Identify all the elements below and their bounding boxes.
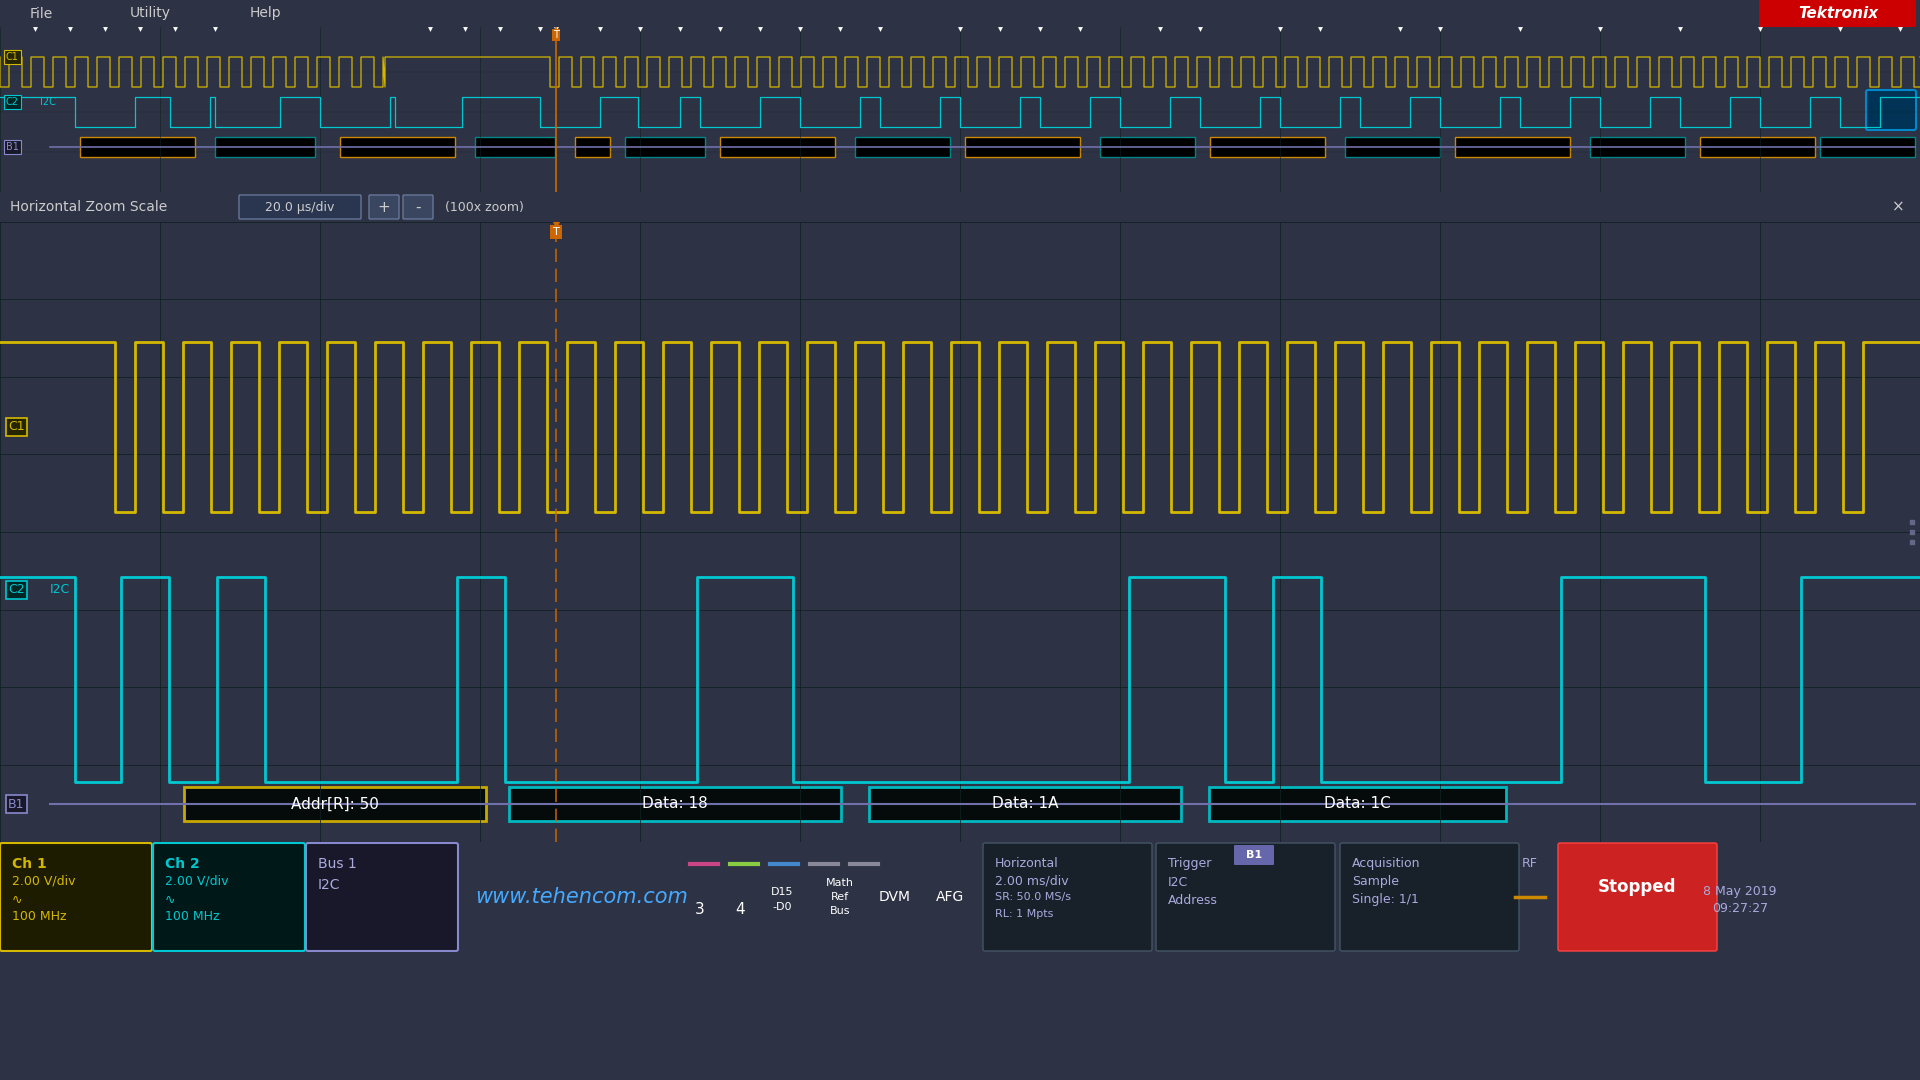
Text: DVM: DVM [879,890,910,904]
Bar [626,137,705,157]
Text: B1: B1 [8,797,25,810]
Bar [1699,137,1814,157]
Text: 20.0 μs/div: 20.0 μs/div [265,201,334,214]
Bar [720,137,835,157]
Text: C2: C2 [8,583,25,596]
Text: Ch 1: Ch 1 [12,858,46,870]
Bar [1455,137,1571,157]
Bar [1820,137,1914,157]
Text: Help: Help [250,6,282,21]
Text: File: File [31,6,54,21]
Text: (100x zoom): (100x zoom) [445,201,524,214]
Text: +: + [378,200,390,215]
Text: SR: 50.0 MS/s: SR: 50.0 MS/s [995,892,1071,902]
Bar [854,137,950,157]
Bar [474,137,555,157]
Text: C1: C1 [8,420,25,433]
Text: C1: C1 [6,52,19,62]
Text: -: - [415,200,420,215]
Text: 2.00 ms/div: 2.00 ms/div [995,874,1069,887]
Text: B1: B1 [1246,850,1261,860]
Text: Horizontal: Horizontal [995,858,1058,870]
Text: 09:27:27: 09:27:27 [1713,903,1768,916]
FancyBboxPatch shape [369,195,399,219]
Text: I2C: I2C [319,878,340,892]
Text: Address: Address [1167,894,1217,907]
Text: 2.00 V/div: 2.00 V/div [12,874,75,887]
Text: Utility: Utility [131,6,171,21]
Text: 100 MHz: 100 MHz [12,910,67,923]
Text: www.tehencom.com: www.tehencom.com [474,887,687,907]
Text: ∿: ∿ [165,894,175,907]
FancyBboxPatch shape [1866,90,1916,130]
Text: 3: 3 [695,902,705,917]
Bar [1590,137,1686,157]
Text: Ref: Ref [831,892,849,902]
Text: Stopped: Stopped [1597,878,1676,896]
Text: 100 MHz: 100 MHz [165,910,219,923]
FancyBboxPatch shape [403,195,434,219]
Text: 2.00 V/div: 2.00 V/div [165,874,228,887]
Text: Ch 2: Ch 2 [165,858,200,870]
FancyBboxPatch shape [1235,845,1275,865]
Text: I2C: I2C [1167,876,1188,889]
Text: Tektronix: Tektronix [1797,6,1878,21]
Text: Math: Math [826,878,854,888]
Bar [1346,137,1440,157]
Text: Trigger: Trigger [1167,858,1212,870]
Text: Bus: Bus [829,906,851,916]
Text: I2C: I2C [50,583,71,596]
Text: Horizontal Zoom Scale: Horizontal Zoom Scale [10,200,167,214]
Bar [966,137,1079,157]
Text: B1: B1 [6,141,19,152]
Bar [1210,137,1325,157]
Bar [81,137,196,157]
FancyBboxPatch shape [983,843,1152,951]
FancyBboxPatch shape [238,195,361,219]
Text: RL: 1 Mpts: RL: 1 Mpts [995,909,1054,919]
Text: Sample: Sample [1352,875,1400,888]
Text: ∿: ∿ [12,894,23,907]
Text: D15: D15 [770,887,793,897]
Text: 8 May 2019: 8 May 2019 [1703,886,1776,899]
FancyBboxPatch shape [509,787,841,821]
FancyBboxPatch shape [1210,787,1505,821]
Bar [1100,137,1194,157]
FancyBboxPatch shape [184,787,486,821]
Text: Bus 1: Bus 1 [319,858,357,870]
Text: RF: RF [1523,858,1538,870]
Text: T: T [553,227,559,237]
FancyBboxPatch shape [305,843,459,951]
Text: 4: 4 [735,902,745,917]
Text: AFG: AFG [935,890,964,904]
Text: Single: 1/1: Single: 1/1 [1352,893,1419,906]
Text: T: T [553,30,559,40]
Text: Data: 1C: Data: 1C [1325,797,1390,811]
Bar [340,137,455,157]
Text: Addr[R]: 50: Addr[R]: 50 [292,797,378,811]
FancyBboxPatch shape [0,843,152,951]
Bar [574,137,611,157]
Text: Data: 1A: Data: 1A [993,797,1058,811]
FancyBboxPatch shape [1340,843,1519,951]
FancyBboxPatch shape [154,843,305,951]
Text: I2C: I2C [40,97,56,107]
FancyBboxPatch shape [870,787,1181,821]
FancyBboxPatch shape [1156,843,1334,951]
Text: -D0: -D0 [772,902,791,912]
Text: C2: C2 [6,97,19,107]
Text: Data: 18: Data: 18 [641,797,708,811]
Text: ×: × [1893,200,1905,215]
Text: Acquisition: Acquisition [1352,858,1421,870]
Bar [215,137,315,157]
FancyBboxPatch shape [1557,843,1716,951]
FancyBboxPatch shape [1759,0,1916,27]
